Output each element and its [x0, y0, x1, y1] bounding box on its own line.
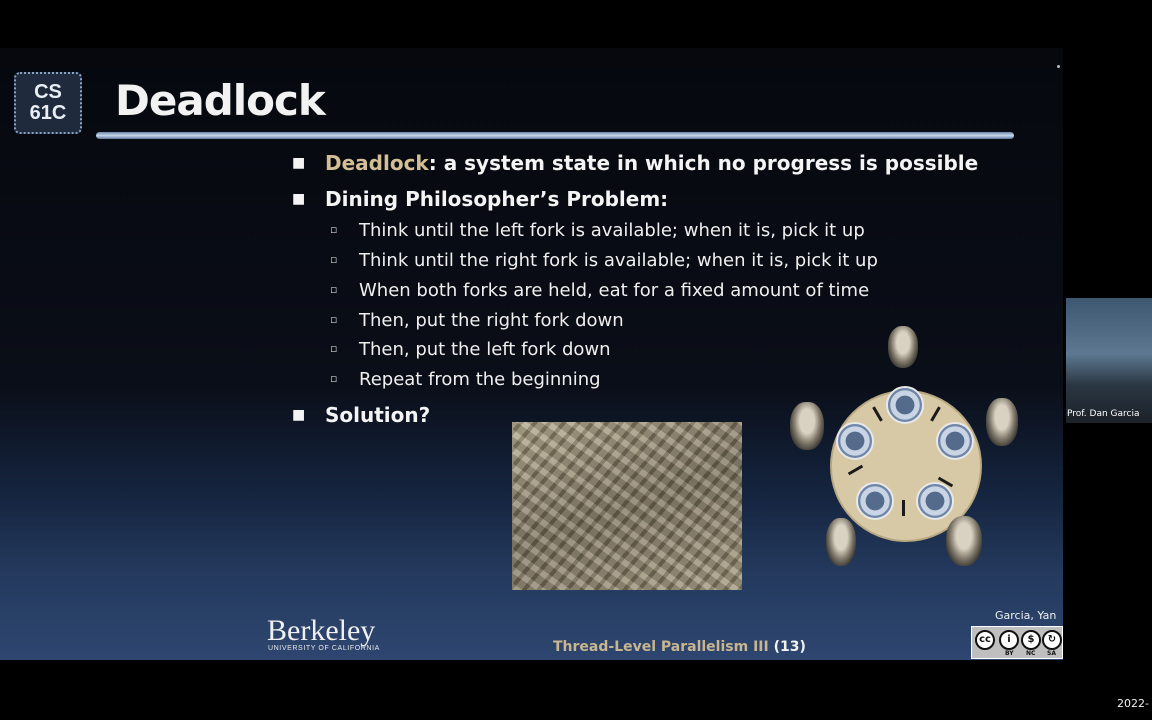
lecture-footer: Thread-Level Parallelism III (13) [553, 639, 806, 655]
highlight-term: Deadlock [325, 151, 429, 175]
sub-bullet-text: Then, put the left fork down [359, 339, 611, 360]
bullet-text: Solution? [325, 403, 431, 427]
hollow-square-icon: ▫ [330, 253, 338, 266]
philosopher-bust [790, 402, 824, 450]
philosopher-bust [826, 518, 856, 566]
sub-bullet: ▫ Then, put the right fork down [330, 310, 624, 331]
nc-icon: $ [1021, 630, 1041, 650]
philosopher-bust [888, 326, 918, 368]
bullet-deadlock: ■ Deadlock: a system state in which no pr… [292, 151, 978, 175]
title-divider [96, 132, 1014, 139]
square-bullet-icon: ■ [292, 407, 306, 423]
cc-icon: cc [975, 630, 995, 650]
lecture-title: Thread-Level Parallelism III [553, 639, 769, 655]
hollow-square-icon: ▫ [330, 283, 338, 296]
philosopher-bust [946, 516, 982, 566]
square-bullet-icon: ■ [292, 191, 306, 207]
slide-number: (13) [773, 639, 806, 655]
hollow-square-icon: ▫ [330, 372, 338, 385]
traffic-jam-photo [512, 422, 742, 590]
slide-title: Deadlock [115, 76, 326, 125]
webcam-label: Prof. Dan Garcia [1067, 409, 1140, 419]
sub-bullet-text: Repeat from the beginning [359, 369, 601, 390]
logo-line1: CS [34, 81, 62, 103]
slide: CS 61C Deadlock ■ Deadlock: a system stat… [0, 48, 1063, 660]
webcam-video[interactable] [1066, 298, 1152, 423]
sub-bullet-text: Think until the left fork is available; … [359, 220, 865, 241]
plate-icon [886, 386, 924, 424]
sub-bullet: ▫ Then, put the left fork down [330, 339, 611, 360]
sub-bullet: ▫ Think until the right fork is available… [330, 250, 878, 271]
hollow-square-icon: ▫ [330, 342, 338, 355]
license-nc: NC [1026, 650, 1036, 657]
bullet-text: : a system state in which no progress is… [428, 151, 979, 175]
license-by: BY [1005, 650, 1014, 657]
timestamp: 2022- [1117, 697, 1149, 710]
cc-license-badge: cc i $ ↻ BY NC SA [971, 626, 1063, 659]
fork-icon [902, 500, 905, 516]
hollow-square-icon: ▫ [330, 313, 338, 326]
sub-bullet-text: Think until the right fork is available;… [359, 250, 878, 271]
sub-bullet: ▫ When both forks are held, eat for a fix… [330, 280, 869, 301]
sa-icon: ↻ [1042, 630, 1062, 650]
berkeley-subtitle: UNIVERSITY OF CALIFORNIA [268, 645, 380, 652]
bullet-solution: ■ Solution? [292, 403, 430, 427]
sub-bullet: ▫ Repeat from the beginning [330, 369, 601, 390]
plate-icon [836, 422, 874, 460]
sub-bullet: ▫ Think until the left fork is available;… [330, 220, 865, 241]
square-bullet-icon: ■ [292, 155, 306, 171]
plate-icon [916, 482, 954, 520]
sub-bullet-text: When both forks are held, eat for a fixe… [359, 280, 870, 301]
logo-line2: 61C [29, 102, 67, 124]
bullet-list: ■ Deadlock: a system state in which no pr… [0, 48, 1063, 660]
bullet-text: Dining Philosopher’s Problem: [325, 187, 669, 211]
bullet-dining: ■ Dining Philosopher’s Problem: [292, 187, 668, 211]
authors: Garcia, Yan [995, 609, 1057, 622]
berkeley-logo: Berkeley [267, 614, 376, 647]
plate-icon [936, 422, 974, 460]
sub-bullet-text: Then, put the right fork down [359, 310, 624, 331]
by-icon: i [999, 630, 1019, 650]
cs61c-logo: CS 61C [14, 72, 82, 134]
philosopher-bust [986, 398, 1018, 446]
plate-icon [856, 482, 894, 520]
hollow-square-icon: ▫ [330, 223, 338, 236]
license-sa: SA [1047, 650, 1056, 657]
cursor-dot [1057, 65, 1060, 68]
